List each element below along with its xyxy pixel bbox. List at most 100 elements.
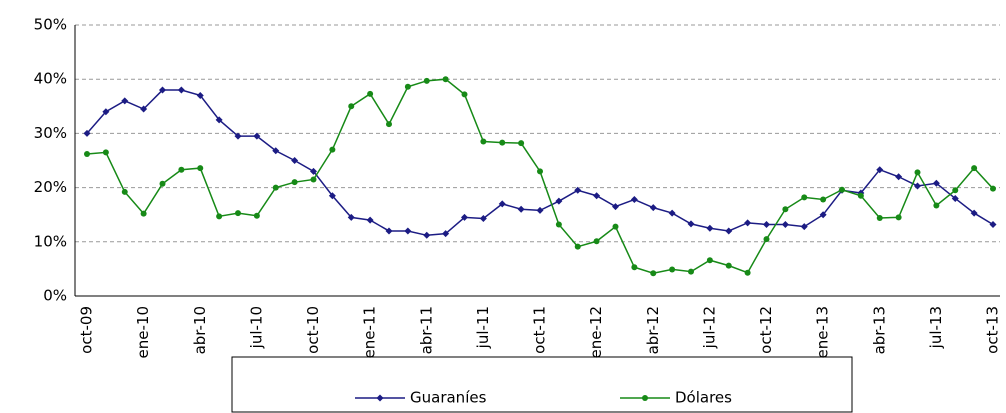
point	[668, 209, 676, 217]
x-tick-label: abr-13	[870, 306, 888, 354]
point	[291, 179, 298, 186]
point	[744, 269, 751, 276]
point	[196, 91, 204, 99]
point	[631, 264, 638, 271]
point	[386, 121, 392, 128]
point	[819, 211, 827, 219]
point	[706, 257, 713, 264]
legend-label: Dólares	[675, 389, 732, 407]
point	[593, 238, 600, 245]
x-tick-label: jul-12	[700, 306, 718, 349]
point	[688, 268, 694, 275]
point	[536, 206, 544, 214]
point	[291, 157, 299, 164]
point	[480, 138, 487, 145]
point	[612, 203, 619, 211]
point	[159, 86, 166, 94]
point	[140, 210, 147, 217]
point	[706, 224, 714, 232]
point	[328, 192, 336, 200]
point	[479, 214, 487, 222]
x-tick-label: ene-13	[814, 306, 832, 358]
point	[367, 90, 374, 97]
x-tick-label: jul-10	[247, 306, 265, 349]
point	[498, 200, 506, 208]
point	[348, 103, 355, 110]
x-tick-label: oct-13	[984, 306, 1002, 354]
point	[820, 196, 827, 203]
legend-marker	[376, 394, 384, 402]
point	[781, 220, 789, 228]
y-tick-label: 0%	[43, 287, 67, 305]
point	[989, 220, 997, 228]
point	[366, 216, 374, 224]
point	[329, 146, 336, 153]
legend-box	[231, 356, 853, 413]
point	[763, 236, 770, 243]
point	[574, 243, 581, 250]
point	[310, 167, 317, 175]
point	[253, 132, 261, 140]
point	[612, 223, 619, 230]
point	[121, 188, 128, 195]
point	[310, 176, 317, 183]
y-tick-label: 10%	[34, 232, 67, 250]
point	[234, 132, 242, 140]
point	[555, 197, 563, 205]
point	[932, 179, 940, 187]
x-tick-label: jul-11	[474, 306, 492, 349]
point	[253, 212, 260, 219]
point	[800, 223, 808, 231]
point	[442, 76, 449, 83]
x-tick-label: abr-12	[644, 306, 662, 354]
x-tick-label: abr-11	[417, 306, 435, 354]
x-tick-label: oct-09	[78, 306, 96, 354]
y-tick-label: 40%	[34, 70, 67, 88]
point	[197, 165, 204, 172]
x-tick-label: oct-11	[531, 306, 549, 354]
point	[461, 213, 468, 221]
point	[215, 116, 223, 124]
x-tick-label: oct-10	[304, 306, 322, 354]
point	[121, 97, 129, 105]
point	[272, 184, 279, 191]
series-line	[86, 78, 994, 275]
point	[990, 185, 996, 192]
point	[914, 182, 921, 190]
point	[83, 129, 91, 137]
point	[669, 266, 676, 273]
legend-label: Guaraníes	[410, 389, 487, 407]
point	[178, 166, 185, 173]
point	[442, 230, 450, 238]
point	[555, 221, 562, 228]
point	[782, 206, 789, 213]
point	[102, 108, 110, 116]
point	[518, 140, 525, 147]
point	[216, 213, 223, 220]
point	[933, 202, 940, 209]
x-tick-label: ene-12	[587, 306, 605, 358]
point	[951, 194, 959, 202]
point	[272, 147, 280, 155]
point	[630, 196, 638, 204]
point	[499, 139, 506, 146]
point	[763, 220, 770, 228]
point	[687, 220, 695, 228]
point	[517, 205, 525, 213]
point	[725, 227, 733, 235]
point	[102, 149, 109, 156]
x-tick-label: abr-10	[191, 306, 209, 354]
point	[801, 194, 808, 201]
point	[159, 180, 166, 187]
point	[574, 186, 582, 194]
point	[970, 209, 978, 217]
point	[650, 270, 657, 277]
point	[84, 150, 90, 157]
point	[537, 168, 543, 175]
legend-marker	[642, 395, 648, 401]
point	[404, 83, 411, 90]
point	[895, 214, 902, 221]
point	[423, 231, 431, 239]
